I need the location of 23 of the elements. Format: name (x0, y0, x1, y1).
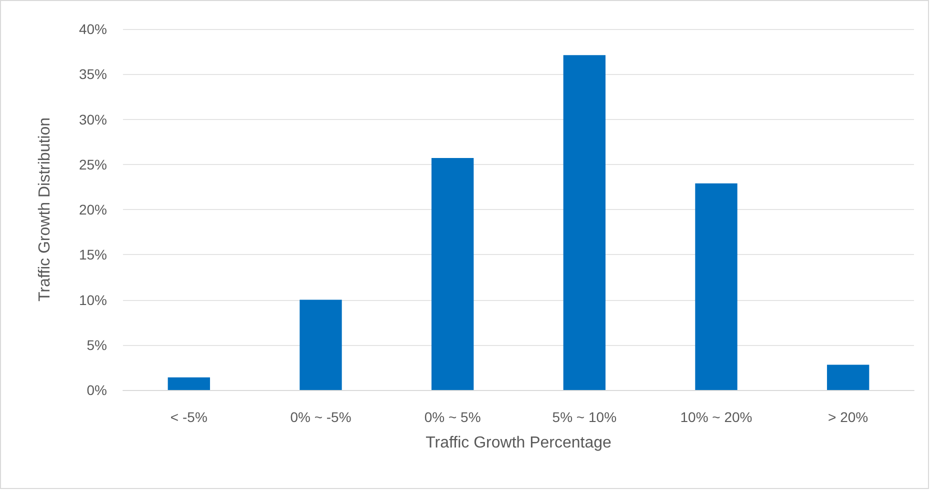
x-tick-label: 10% ~ 20% (680, 409, 752, 425)
y-tick-label: 35% (78, 66, 107, 82)
y-tick-label: 5% (86, 336, 107, 353)
x-axis-title: Traffic Growth Percentage (426, 434, 612, 452)
y-tick-label: 20% (78, 202, 107, 218)
x-tick-label: > 20% (828, 409, 868, 425)
y-tick-label: 0% (86, 382, 107, 398)
y-tick-label: 15% (78, 246, 107, 263)
x-tick-label: < -5% (170, 409, 208, 425)
y-tick-label: 30% (78, 111, 107, 128)
x-tick-label: 0% ~ 5% (424, 409, 481, 425)
y-tick-label: 40% (78, 21, 107, 37)
bar (431, 158, 474, 390)
bar (563, 55, 606, 390)
x-tick-label: 0% ~ -5% (290, 409, 352, 425)
bar (695, 183, 738, 390)
y-axis-title: Traffic Growth Distribution (36, 117, 54, 302)
bar (168, 377, 210, 390)
y-tick-label: 10% (78, 292, 107, 308)
x-tick-label: 5% ~ 10% (552, 409, 617, 425)
y-tick-label: 25% (78, 156, 107, 172)
bar (300, 300, 342, 390)
bar (826, 364, 870, 390)
